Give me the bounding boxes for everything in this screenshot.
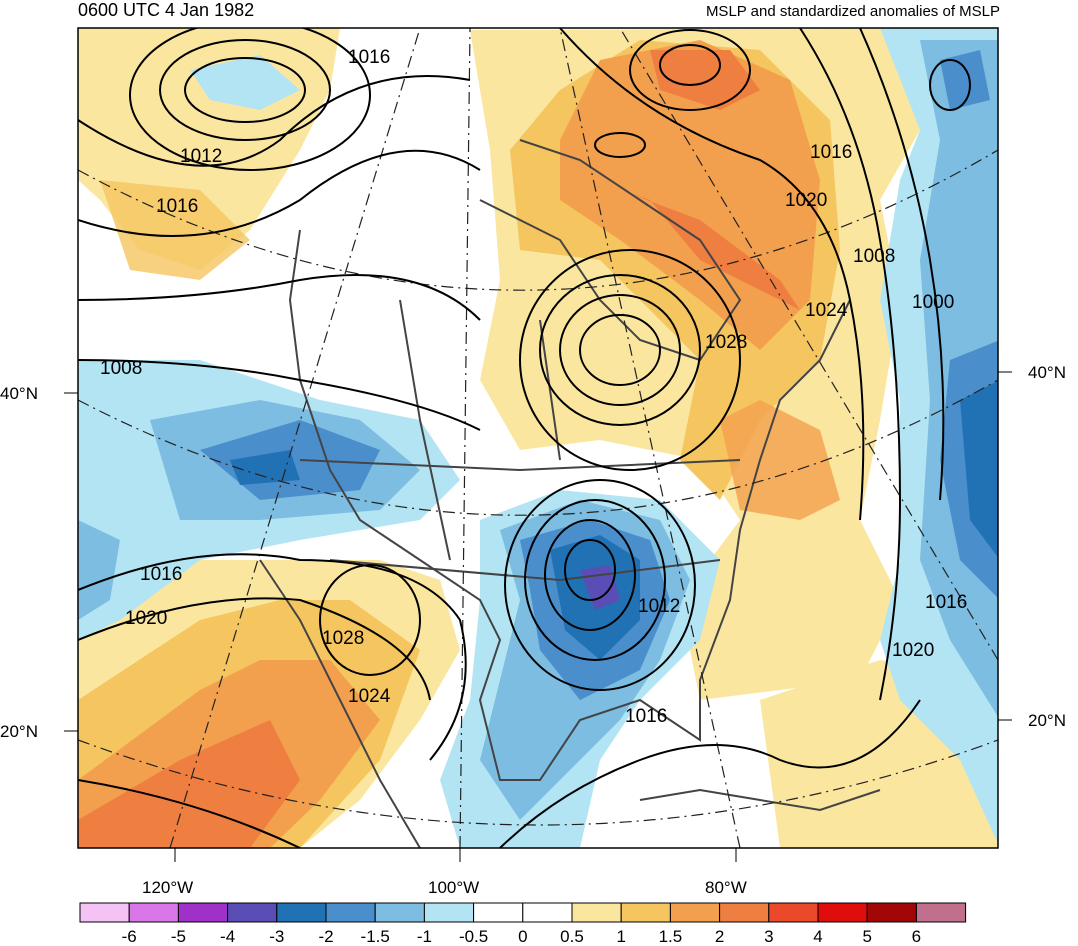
colorbar-swatch — [423, 902, 475, 923]
colorbar-swatch — [177, 902, 229, 923]
isobars — [78, 28, 971, 848]
colorbar-tick-label: -1 — [417, 927, 432, 946]
colorbar-tick-label: 1 — [616, 927, 625, 946]
colorbar-tick-label: 2 — [715, 927, 724, 946]
lat-label-right: 20°N — [1028, 711, 1066, 730]
isobar-label: 1020 — [892, 640, 934, 661]
colorbar-tick-label: -0.5 — [459, 927, 488, 946]
isobar-label: 1016 — [625, 706, 667, 727]
lat-label-left: 40°N — [0, 384, 38, 403]
colorbar-swatch — [227, 902, 278, 923]
colorbar-tick-label: 5 — [862, 927, 871, 946]
colorbar-swatch — [817, 902, 868, 923]
map-frame — [77, 27, 999, 849]
isobar-label: 1024 — [348, 686, 391, 707]
colorbar-swatch — [571, 902, 622, 923]
isobar-label: 1012 — [180, 146, 222, 167]
colorbar-swatch — [276, 902, 327, 923]
colorbar: -6 -5 -4 -3 -2 -1.5 -1 -0.5 0 0.5 1 1.5 2 3 4 5 6 — [79, 902, 967, 946]
colorbar-swatch — [374, 902, 425, 923]
colorbar-tick-label: 1.5 — [659, 927, 683, 946]
colorbar-tick-label: 0.5 — [560, 927, 584, 946]
lon-label: 120°W — [142, 878, 193, 897]
colorbar-tick-label: 0 — [518, 927, 527, 946]
map-product-title: MSLP and standardized anomalies of MSLP — [705, 3, 1000, 20]
isobar-label: 1008 — [100, 358, 142, 379]
colorbar-swatch — [768, 902, 819, 923]
isobar-label: 1020 — [125, 608, 167, 629]
colorbar-tick-label: -5 — [171, 927, 186, 946]
lon-label: 80°W — [705, 878, 747, 897]
colorbar-swatch — [128, 902, 179, 923]
isobar-label: 1028 — [322, 628, 364, 649]
colorbar-tick-label: -6 — [122, 927, 137, 946]
colorbar-tick-label: 6 — [912, 927, 921, 946]
isobar-label: 1024 — [805, 300, 848, 321]
anomaly-shading — [78, 28, 998, 848]
lat-label-left: 20°N — [0, 722, 38, 741]
colorbar-tick-label: -4 — [220, 927, 235, 946]
isobar-label: 1016 — [348, 47, 390, 68]
lat-label-right: 40°N — [1028, 363, 1066, 382]
axis-ticks — [64, 371, 1012, 862]
colorbar-swatch — [669, 902, 721, 923]
isobar-label: 1020 — [785, 190, 827, 211]
isobar-label: 1016 — [810, 142, 852, 163]
colorbar-swatch — [620, 902, 671, 923]
colorbar-tick-label: -1.5 — [361, 927, 390, 946]
graticule — [78, 28, 998, 848]
colorbar-swatch — [325, 902, 376, 923]
isobar-label: 1016 — [925, 592, 967, 613]
isobar-label: 1000 — [912, 292, 954, 313]
colorbar-tick-label: -3 — [269, 927, 284, 946]
lon-label: 100°W — [428, 878, 479, 897]
isobar-label: 1028 — [705, 332, 747, 353]
map-time-title: 0600 UTC 4 Jan 1982 — [78, 0, 255, 20]
colorbar-tick-label: 4 — [813, 927, 822, 946]
isobar-label: 1016 — [140, 564, 182, 585]
colorbar-swatch — [915, 902, 967, 923]
colorbar-swatch — [522, 902, 573, 923]
isobar-label: 1012 — [638, 596, 680, 617]
colorbar-swatch — [79, 902, 130, 923]
isobar-labels: 1016 1012 1016 1008 1016 1020 1028 1024 … — [100, 47, 967, 727]
colorbar-swatch — [473, 902, 524, 923]
colorbar-tick-label: 3 — [764, 927, 773, 946]
colorbar-swatch — [866, 902, 917, 923]
colorbar-swatch — [719, 902, 770, 923]
isobar-label: 1016 — [156, 196, 198, 217]
colorbar-tick-label: -2 — [318, 927, 333, 946]
isobar-label: 1008 — [853, 246, 895, 267]
